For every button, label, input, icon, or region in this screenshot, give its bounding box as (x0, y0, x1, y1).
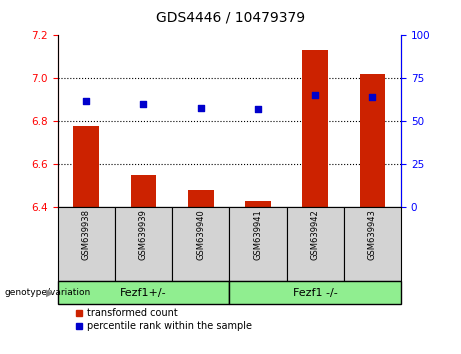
Bar (360, 74, 385, 207)
Text: GSM639942: GSM639942 (311, 209, 320, 260)
Text: ▶: ▶ (46, 288, 53, 298)
Bar (344, 207, 401, 281)
Point (312, 93, 319, 98)
Text: genotype/variation: genotype/variation (5, 289, 91, 297)
Bar (188, 190, 213, 207)
Point (140, 101, 147, 107)
Bar (58, 207, 115, 281)
Bar (130, 175, 156, 207)
Text: GSM639938: GSM639938 (82, 209, 91, 260)
Point (254, 107, 262, 112)
Text: GSM639940: GSM639940 (196, 209, 205, 260)
Text: GDS4446 / 10479379: GDS4446 / 10479379 (156, 11, 305, 25)
Point (369, 95, 376, 100)
Bar (245, 201, 271, 207)
Text: GSM639943: GSM639943 (368, 209, 377, 260)
Point (197, 105, 204, 110)
Bar (287, 207, 344, 281)
Text: GSM639941: GSM639941 (254, 209, 262, 260)
Bar (229, 281, 401, 304)
Legend: transformed count, percentile rank within the sample: transformed count, percentile rank withi… (72, 304, 256, 335)
Bar (172, 207, 229, 281)
Bar (302, 50, 328, 207)
Text: Fezf1 -/-: Fezf1 -/- (293, 288, 337, 298)
Bar (115, 207, 172, 281)
Point (83, 98, 90, 103)
Bar (58, 281, 229, 304)
Text: Fezf1+/-: Fezf1+/- (120, 288, 167, 298)
Bar (73, 126, 99, 207)
Text: GSM639939: GSM639939 (139, 209, 148, 260)
Bar (229, 207, 287, 281)
